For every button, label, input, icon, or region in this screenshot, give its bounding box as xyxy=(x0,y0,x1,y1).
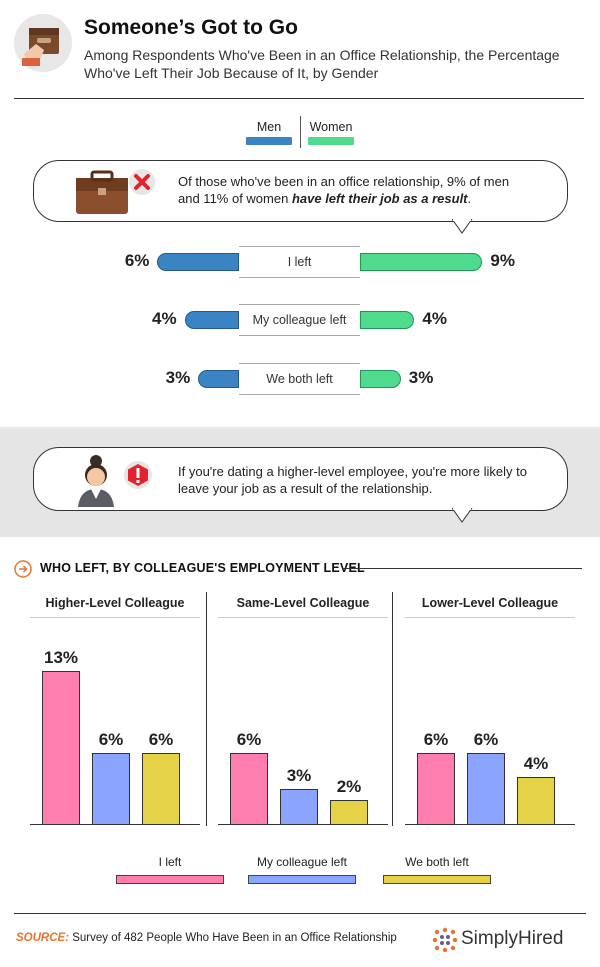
value-women-we-both-left: 3% xyxy=(408,368,434,387)
bar-same-level-colleague-2 xyxy=(280,788,318,824)
section-divider xyxy=(342,568,582,569)
panel-baseline-lower-level-colleague xyxy=(405,824,575,825)
legend-swatch-my-colleague-left xyxy=(248,875,356,884)
legend-men-label: Men xyxy=(256,120,282,134)
legend-swatch-we-both-left xyxy=(383,875,491,884)
legend-swatch-i-left xyxy=(116,875,224,884)
panel-baseline-same-level-colleague xyxy=(218,824,388,825)
legend-men-swatch xyxy=(246,137,292,145)
panel-title-rule-lower-level-colleague xyxy=(405,617,575,618)
bar-higher-level-colleague-2 xyxy=(92,753,130,824)
panel-divider-1 xyxy=(206,592,207,826)
panel-baseline-higher-level-colleague xyxy=(30,824,200,825)
box-carry-icon xyxy=(22,28,59,66)
bar-label-higher-level-colleague-2: 6% xyxy=(98,730,124,750)
bar-same-level-colleague-1 xyxy=(230,753,268,824)
brand-name: SimplyHired xyxy=(461,928,564,949)
callout2-pointer xyxy=(452,508,473,523)
briefcase-x-icon xyxy=(76,169,155,214)
panel-title-rule-same-level-colleague xyxy=(218,617,388,618)
value-women-i-left: 9% xyxy=(490,251,515,270)
legend-divider xyxy=(300,116,301,148)
value-men-my-colleague-left: 4% xyxy=(152,309,177,328)
callout-higher-level xyxy=(33,447,568,511)
bar-label-higher-level-colleague-3: 6% xyxy=(148,730,174,750)
legend-label-we-both-left: We both left xyxy=(405,855,469,869)
bar-men-i-left xyxy=(157,253,239,271)
category-label-i-left: I left xyxy=(239,246,360,278)
bar-label-higher-level-colleague-1: 13% xyxy=(43,647,79,667)
legend-label-i-left: I left xyxy=(158,855,182,869)
bar-higher-level-colleague-3 xyxy=(142,753,180,824)
callout-higher-level-text: If you're dating a higher-level employee… xyxy=(178,464,527,496)
bar-women-we-both-left xyxy=(360,370,401,388)
value-men-i-left: 6% xyxy=(124,251,150,270)
panel-title-same-level-colleague: Same-Level Colleague xyxy=(236,596,370,610)
businesswoman-alert-icon xyxy=(78,455,152,507)
value-men-we-both-left: 3% xyxy=(165,368,191,387)
bar-lower-level-colleague-1 xyxy=(417,753,455,824)
footer-divider xyxy=(14,913,586,914)
page-subtitle: Among Respondents Who've Been in an Offi… xyxy=(84,47,560,81)
bar-label-same-level-colleague-1: 6% xyxy=(236,730,262,750)
callout-relationship-text: Of those who've been in an office relati… xyxy=(178,174,510,206)
bar-same-level-colleague-3 xyxy=(330,800,368,824)
header-divider xyxy=(14,98,584,99)
bar-women-i-left xyxy=(360,253,483,271)
source-note: SOURCE: Survey of 482 People Who Have Be… xyxy=(16,932,397,944)
category-label-we-both-left: We both left xyxy=(239,363,360,395)
bar-higher-level-colleague-1 xyxy=(42,670,80,824)
bar-lower-level-colleague-2 xyxy=(467,753,505,824)
bar-label-same-level-colleague-2: 3% xyxy=(286,765,312,785)
arrow-circle-icon xyxy=(14,560,32,578)
panel-divider-2 xyxy=(392,592,393,826)
section-title: WHO LEFT, BY COLLEAGUE'S EMPLOYMENT LEVE… xyxy=(40,561,365,575)
value-women-my-colleague-left: 4% xyxy=(422,309,447,328)
simplyhired-logo-icon xyxy=(432,927,458,953)
legend-label-my-colleague-left: My colleague left xyxy=(256,855,348,869)
legend-women-swatch xyxy=(308,137,354,145)
bar-men-we-both-left xyxy=(198,370,239,388)
panel-title-higher-level-colleague: Higher-Level Colleague xyxy=(45,596,185,610)
callout-pointer xyxy=(452,219,473,234)
header-icon-circle xyxy=(14,14,72,72)
bar-label-lower-level-colleague-2: 6% xyxy=(473,730,499,750)
panel-title-lower-level-colleague: Lower-Level Colleague xyxy=(421,596,559,610)
bar-men-my-colleague-left xyxy=(184,311,239,329)
page-title: Someone’s Got to Go xyxy=(84,16,298,39)
bar-women-my-colleague-left xyxy=(360,311,415,329)
bar-label-lower-level-colleague-3: 4% xyxy=(523,753,549,773)
category-label-my-colleague-left: My colleague left xyxy=(239,304,360,336)
bar-label-same-level-colleague-3: 2% xyxy=(336,777,362,797)
legend-women-label: Women xyxy=(309,120,353,134)
bar-lower-level-colleague-3 xyxy=(517,776,555,824)
bar-label-lower-level-colleague-1: 6% xyxy=(423,730,449,750)
panel-title-rule-higher-level-colleague xyxy=(30,617,200,618)
